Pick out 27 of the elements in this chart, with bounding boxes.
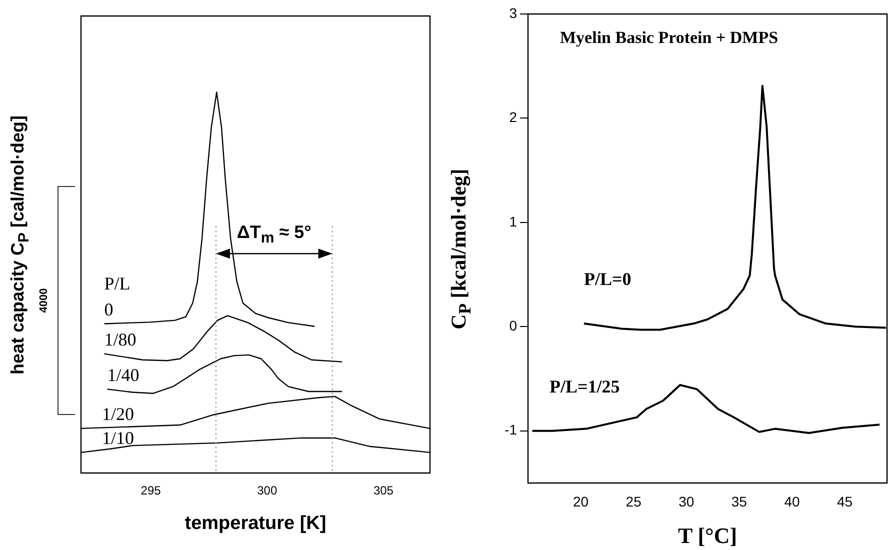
series-label: 1/80 [104,330,136,350]
x-tick-label: 40 [784,493,800,510]
text: Myelin Basic Protein + DMPS [560,28,778,48]
series-label: P/L=0 [584,269,632,290]
series-label: 1/40 [107,364,140,385]
y-tick-label: 2 [509,109,518,126]
x-tick-label: 45 [836,493,853,510]
x-tick-label: 300 [257,484,278,498]
x-tick-label: 20 [573,493,589,510]
series-label: 0 [104,299,114,320]
y-tick-label: 3 [509,4,518,21]
series-label: 1/20 [102,404,134,424]
y-tick-label: -1 [504,422,518,438]
x-axis-title: T [°C] [676,523,738,549]
legend-title: P/L [104,273,130,294]
x-tick-label: 30 [678,493,694,510]
x-tick-label: 35 [731,493,748,510]
x-tick-label: 305 [373,484,394,498]
annotation: ΔT$_{m}$ ≈ 5° [236,222,312,246]
x-tick-label: 25 [626,493,642,510]
series-label: 1/10 [102,428,134,448]
x-tick-label: 295 [140,484,162,498]
text: 4000 [38,288,50,313]
y-tick-label: 1 [509,213,518,230]
y-tick-label: 0 [509,318,518,334]
x-axis-title: temperature [K] [184,513,328,535]
series-label: P/L=1/25 [550,376,620,397]
